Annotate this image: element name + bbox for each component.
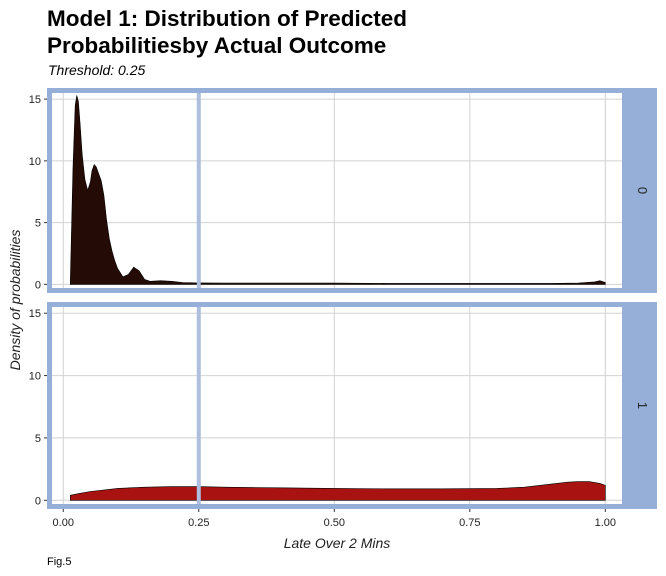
x-tick-label: 0.50 (324, 517, 345, 529)
facet-strip-label: 1 (635, 402, 650, 409)
y-tick-label: 10 (29, 371, 41, 383)
panel-background (52, 93, 622, 288)
panel-background (52, 307, 622, 504)
chart-subtitle: Threshold: 0.25 (48, 62, 146, 78)
density-area-outcome-0 (70, 95, 606, 285)
facet-strip (627, 88, 657, 293)
facet-strip (627, 302, 657, 509)
figure-caption: Fig.5 (47, 556, 72, 568)
density-area-outcome-1 (70, 481, 606, 501)
y-tick-label: 15 (29, 308, 41, 320)
y-tick-label: 5 (35, 433, 41, 445)
x-axis-title: Late Over 2 Mins (284, 535, 391, 551)
facet-panel-1: 0 5 10 15 1 (29, 302, 657, 509)
y-axis-title: Density of probabilities (7, 230, 23, 371)
y-tick-label: 15 (29, 94, 41, 106)
y-tick-label: 0 (35, 495, 41, 507)
x-tick-label: 0.25 (188, 517, 209, 529)
x-tick-label: 0.75 (459, 517, 480, 529)
y-tick-label: 5 (35, 218, 41, 230)
y-tick-label: 0 (35, 279, 41, 291)
chart-title: Model 1: Distribution of Predicted Proba… (47, 6, 408, 58)
facet-strip-label: 0 (635, 187, 650, 194)
y-tick-label: 10 (29, 156, 41, 168)
x-tick-label: 0.00 (53, 517, 74, 529)
x-tick-label: 1.00 (595, 517, 616, 529)
facet-panel-0: 0 5 10 15 0 (29, 88, 657, 293)
